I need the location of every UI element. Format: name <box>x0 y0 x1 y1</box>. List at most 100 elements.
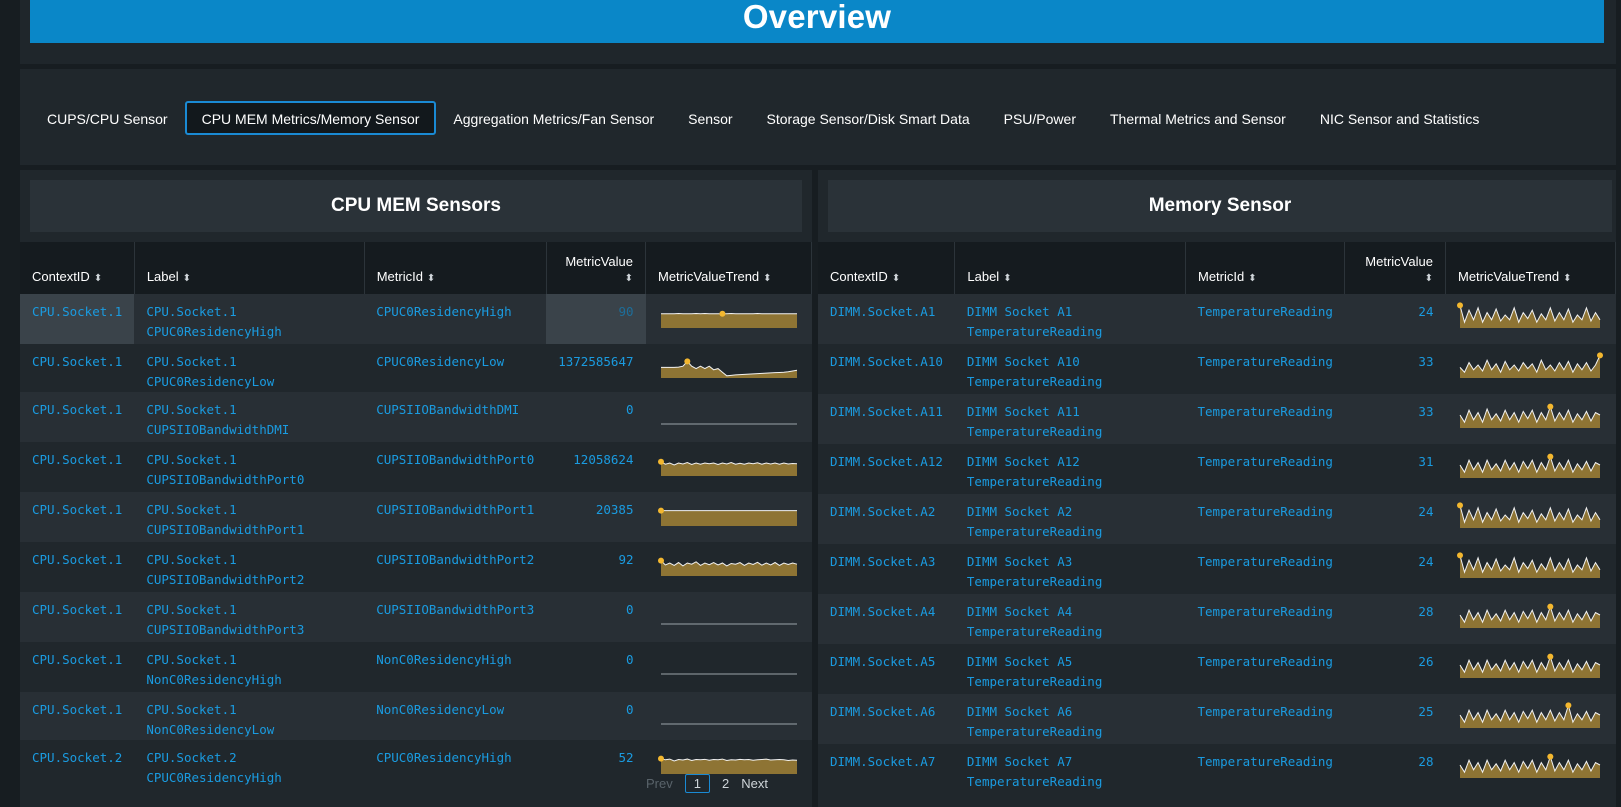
cell-context-id[interactable]: CPU.Socket.1 <box>20 344 135 392</box>
sort-icon[interactable]: ⬍ <box>1248 273 1257 284</box>
tab-nic-sensor-and-statistics[interactable]: NIC Sensor and Statistics <box>1319 111 1480 127</box>
tab-cpu-mem-metrics-memory-sensor[interactable]: CPU MEM Metrics/Memory Sensor <box>184 101 437 135</box>
cell-metric-value[interactable]: 52 <box>546 740 646 790</box>
tab-psu-power[interactable]: PSU/Power <box>1003 111 1076 127</box>
cell-context-id[interactable]: DIMM.Socket.A12 <box>818 444 955 494</box>
cell-metric-id[interactable]: TemperatureReading <box>1185 694 1345 744</box>
cell-label[interactable]: DIMM Socket A7 TemperatureReading <box>954 744 1186 794</box>
column-header-contextid[interactable]: ContextID ⬍ <box>818 242 956 294</box>
cell-metric-id[interactable]: CUPSIIOBandwidthDMI <box>364 392 547 442</box>
cell-label[interactable]: CPU.Socket.1 CUPSIIOBandwidthPort1 <box>134 492 365 542</box>
cell-label[interactable]: DIMM Socket A1 TemperatureReading <box>954 294 1186 344</box>
sort-icon[interactable]: ⬍ <box>426 273 436 284</box>
cell-context-id[interactable]: DIMM.Socket.A5 <box>818 644 955 694</box>
cell-context-id[interactable]: DIMM.Socket.A4 <box>818 594 955 644</box>
tab-storage-sensor-disk-smart-data[interactable]: Storage Sensor/Disk Smart Data <box>766 111 970 127</box>
cell-metric-id[interactable]: TemperatureReading <box>1185 394 1345 444</box>
table-row[interactable]: CPU.Socket.1 CPU.Socket.1 NonC0ResidencyL… <box>20 692 812 740</box>
column-header-metricvalue[interactable]: MetricValue ⬍ <box>1344 242 1446 294</box>
sort-icon[interactable]: ⬍ <box>1424 273 1433 284</box>
pager-prev[interactable]: Prev <box>646 776 673 791</box>
cell-context-id[interactable]: CPU.Socket.1 <box>20 592 135 642</box>
table-row[interactable]: CPU.Socket.1 CPU.Socket.1 CUPSIIOBandwidth… <box>20 542 812 592</box>
cell-metric-value[interactable]: 20385 <box>546 492 646 542</box>
cell-metric-id[interactable]: CUPSIIOBandwidthPort1 <box>364 492 547 542</box>
cell-metric-value[interactable]: 1372585647 <box>546 344 646 392</box>
cell-metric-id[interactable]: TemperatureReading <box>1185 544 1345 594</box>
table-row[interactable]: CPU.Socket.1 CPU.Socket.1 CUPSIIOBandwidth… <box>20 442 812 492</box>
cell-metric-id[interactable]: CPUC0ResidencyHigh <box>364 740 547 790</box>
table-row[interactable]: DIMM.Socket.A2 DIMM Socket A2 TemperatureR… <box>818 494 1616 544</box>
column-header-label[interactable]: Label ⬍ <box>954 242 1186 294</box>
cell-metric-id[interactable]: TemperatureReading <box>1185 744 1345 794</box>
cell-metric-id[interactable]: CUPSIIOBandwidthPort2 <box>364 542 547 592</box>
cell-metric-id[interactable]: TemperatureReading <box>1185 494 1345 544</box>
cell-context-id[interactable]: DIMM.Socket.A2 <box>818 494 955 544</box>
table-row[interactable]: DIMM.Socket.A4 DIMM Socket A4 TemperatureR… <box>818 594 1616 644</box>
column-header-contextid[interactable]: ContextID ⬍ <box>20 242 135 294</box>
sort-icon[interactable]: ⬍ <box>891 273 901 284</box>
cell-metric-value[interactable]: 28 <box>1344 744 1446 794</box>
tab-sensor[interactable]: Sensor <box>688 111 733 127</box>
cell-label[interactable]: CPU.Socket.1 CPUC0ResidencyHigh <box>134 294 365 344</box>
cell-context-id[interactable]: CPU.Socket.1 <box>20 542 135 592</box>
cell-context-id[interactable]: CPU.Socket.1 <box>20 642 135 692</box>
column-header-label[interactable]: Label ⬍ <box>134 242 365 294</box>
table-row[interactable]: CPU.Socket.1 CPU.Socket.1 CUPSIIOBandwidth… <box>20 392 812 442</box>
cell-label[interactable]: DIMM Socket A2 TemperatureReading <box>954 494 1186 544</box>
cell-label[interactable]: CPU.Socket.1 CUPSIIOBandwidthPort3 <box>134 592 365 642</box>
cell-context-id[interactable]: CPU.Socket.1 <box>20 442 135 492</box>
cell-label[interactable]: DIMM Socket A11 TemperatureReading <box>954 394 1186 444</box>
cell-label[interactable]: CPU.Socket.1 CUPSIIOBandwidthPort2 <box>134 542 365 592</box>
cell-metric-value[interactable]: 24 <box>1344 294 1446 344</box>
cell-label[interactable]: DIMM Socket A5 TemperatureReading <box>954 644 1186 694</box>
cell-context-id[interactable]: DIMM.Socket.A11 <box>818 394 955 444</box>
cell-metric-value[interactable]: 90 <box>546 294 646 344</box>
cell-metric-value[interactable]: 12058624 <box>546 442 646 492</box>
column-header-metricvalue[interactable]: MetricValue ⬍ <box>546 242 647 294</box>
cell-metric-value[interactable]: 24 <box>1344 494 1446 544</box>
cell-context-id[interactable]: DIMM.Socket.A1 <box>818 294 955 344</box>
table-row[interactable]: DIMM.Socket.A3 DIMM Socket A3 TemperatureR… <box>818 544 1616 594</box>
cell-metric-value[interactable]: 24 <box>1344 544 1446 594</box>
tab-aggregation-metrics-fan-sensor[interactable]: Aggregation Metrics/Fan Sensor <box>453 111 655 127</box>
cell-metric-id[interactable]: TemperatureReading <box>1185 294 1345 344</box>
cell-label[interactable]: DIMM Socket A12 TemperatureReading <box>954 444 1186 494</box>
cell-context-id[interactable]: CPU.Socket.1 <box>20 692 135 740</box>
cell-metric-value[interactable]: 0 <box>546 392 646 442</box>
cell-context-id[interactable]: CPU.Socket.1 <box>20 492 135 542</box>
cell-label[interactable]: CPU.Socket.2 CPUC0ResidencyHigh <box>134 740 365 790</box>
cell-label[interactable]: CPU.Socket.1 NonC0ResidencyLow <box>134 692 365 740</box>
cell-metric-value[interactable]: 92 <box>546 542 646 592</box>
cell-context-id[interactable]: DIMM.Socket.A10 <box>818 344 955 394</box>
table-row[interactable]: CPU.Socket.1 CPU.Socket.1 CPUC0ResidencyHi… <box>20 294 812 344</box>
pager-page-2[interactable]: 2 <box>721 776 730 791</box>
column-header-metricid[interactable]: MetricId ⬍ <box>1185 242 1346 294</box>
cell-metric-id[interactable]: TemperatureReading <box>1185 344 1345 394</box>
cell-metric-id[interactable]: CPUC0ResidencyLow <box>364 344 547 392</box>
table-row[interactable]: DIMM.Socket.A1 DIMM Socket A1 TemperatureR… <box>818 294 1616 344</box>
pager-page-1[interactable]: 1 <box>684 774 710 793</box>
cell-label[interactable]: CPU.Socket.1 CUPSIIOBandwidthDMI <box>134 392 365 442</box>
cell-metric-id[interactable]: TemperatureReading <box>1185 644 1345 694</box>
table-row[interactable]: DIMM.Socket.A7 DIMM Socket A7 TemperatureR… <box>818 744 1616 794</box>
table-row[interactable]: CPU.Socket.1 CPU.Socket.1 NonC0ResidencyHi… <box>20 642 812 692</box>
sort-icon[interactable]: ⬍ <box>763 273 772 284</box>
cell-metric-value[interactable]: 33 <box>1344 344 1446 394</box>
cell-context-id[interactable]: DIMM.Socket.A3 <box>818 544 955 594</box>
table-row[interactable]: DIMM.Socket.A10 DIMM Socket A10 Temperatur… <box>818 344 1616 394</box>
sort-icon[interactable]: ⬍ <box>1563 273 1572 284</box>
cell-metric-value[interactable]: 0 <box>546 692 646 740</box>
cell-label[interactable]: CPU.Socket.1 CUPSIIOBandwidthPort0 <box>134 442 365 492</box>
cell-metric-id[interactable]: CPUC0ResidencyHigh <box>364 294 547 344</box>
table-row[interactable]: DIMM.Socket.A5 DIMM Socket A5 TemperatureR… <box>818 644 1616 694</box>
sort-icon[interactable]: ⬍ <box>624 273 633 284</box>
column-header-metricvaluetrend[interactable]: MetricValueTrend ⬍ <box>645 242 812 294</box>
cell-context-id[interactable]: DIMM.Socket.A7 <box>818 744 955 794</box>
cell-metric-value[interactable]: 31 <box>1344 444 1446 494</box>
cell-label[interactable]: DIMM Socket A10 TemperatureReading <box>954 344 1186 394</box>
table-row[interactable]: CPU.Socket.1 CPU.Socket.1 CUPSIIOBandwidth… <box>20 592 812 642</box>
cell-label[interactable]: DIMM Socket A3 TemperatureReading <box>954 544 1186 594</box>
sort-icon[interactable]: ⬍ <box>93 273 103 284</box>
tab-thermal-metrics-and-sensor[interactable]: Thermal Metrics and Sensor <box>1109 111 1286 127</box>
